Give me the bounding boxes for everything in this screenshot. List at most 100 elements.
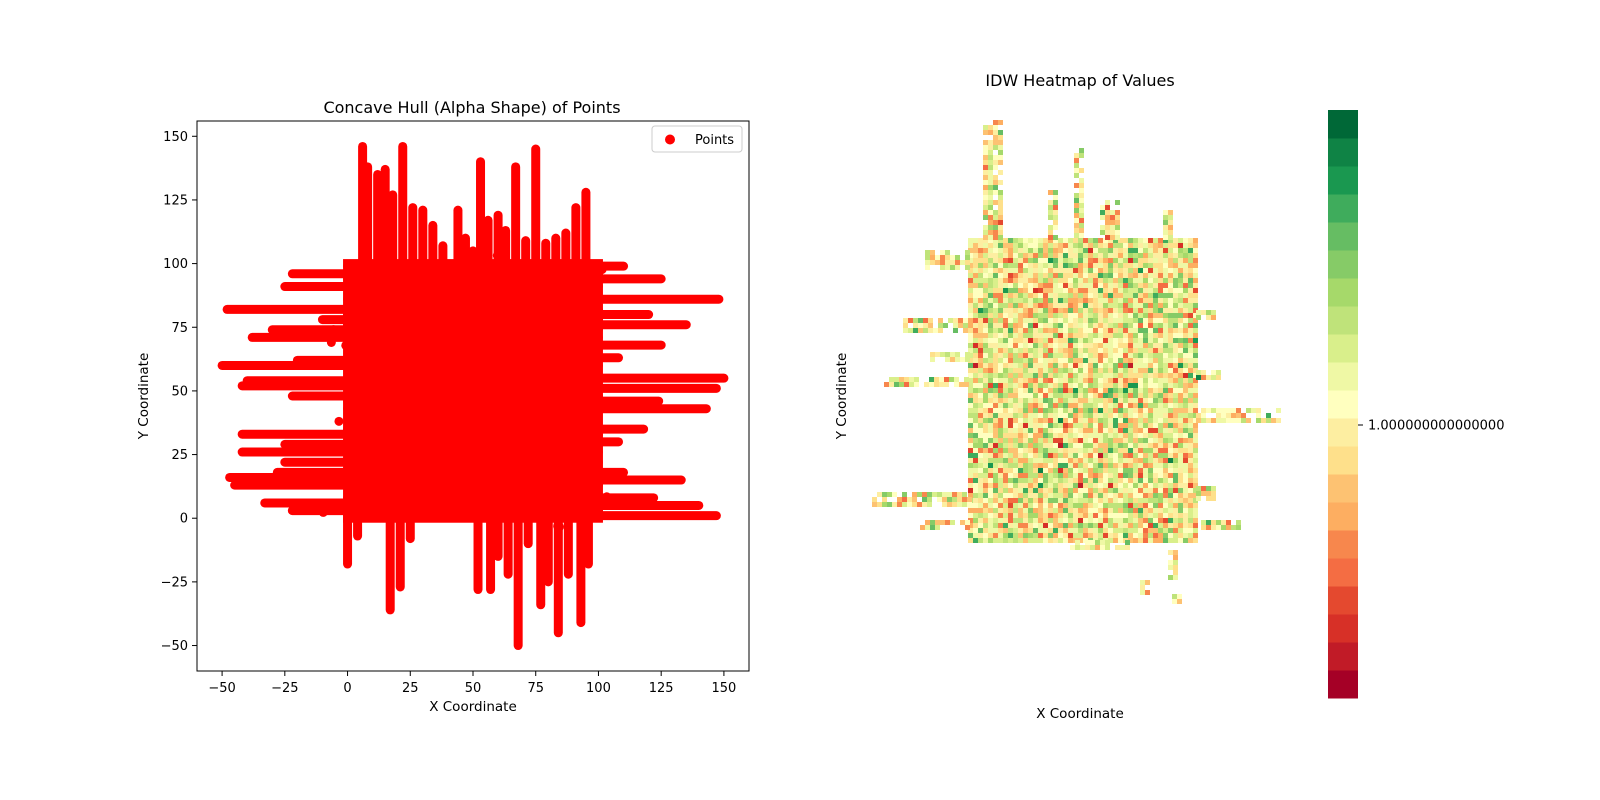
heatmap-cell bbox=[1188, 238, 1193, 243]
heatmap-cell bbox=[1043, 373, 1048, 378]
heatmap-cell bbox=[1276, 418, 1281, 423]
x-tick-label: 50 bbox=[465, 681, 482, 696]
heatmap-cell bbox=[1163, 273, 1168, 278]
heatmap-cell bbox=[1163, 318, 1168, 323]
heatmap-cell bbox=[1083, 523, 1088, 528]
heatmap-cell bbox=[1053, 288, 1058, 293]
heatmap-cell bbox=[1008, 473, 1013, 478]
heatmap-cell bbox=[1113, 443, 1118, 448]
scatter-point bbox=[371, 270, 381, 280]
heatmap-cell bbox=[1088, 288, 1093, 293]
heatmap-cell bbox=[1123, 463, 1128, 468]
heatmap-cell bbox=[983, 343, 988, 348]
heatmap-cell bbox=[1068, 533, 1073, 538]
heatmap-cell bbox=[1188, 393, 1193, 398]
scatter-point bbox=[443, 396, 453, 406]
heatmap-cell bbox=[1108, 453, 1113, 458]
heatmap-cell bbox=[1153, 343, 1158, 348]
heatmap-cell bbox=[1043, 508, 1048, 513]
heatmap-cell bbox=[1038, 343, 1043, 348]
heatmap-cell bbox=[1173, 398, 1178, 403]
heatmap-cell bbox=[1173, 318, 1178, 323]
heatmap-cell bbox=[983, 323, 988, 328]
heatmap-cell bbox=[998, 358, 1003, 363]
heatmap-cell bbox=[1133, 258, 1138, 263]
heatmap-cell bbox=[1188, 308, 1193, 313]
colorbar bbox=[1328, 110, 1358, 699]
heatmap-cell bbox=[1088, 358, 1093, 363]
heatmap-cell bbox=[1058, 268, 1063, 273]
heatmap-cell bbox=[1043, 333, 1048, 338]
heatmap-cell bbox=[993, 253, 998, 258]
heatmap-cell bbox=[1043, 518, 1048, 523]
heatmap-cell bbox=[1163, 483, 1168, 488]
heatmap-cell bbox=[930, 520, 935, 525]
heatmap-cell bbox=[1143, 408, 1148, 413]
heatmap-cell bbox=[1123, 338, 1128, 343]
heatmap-cell bbox=[1058, 238, 1063, 243]
heatmap-cell bbox=[1193, 423, 1198, 428]
heatmap-cell bbox=[993, 145, 998, 150]
heatmap-cell bbox=[998, 190, 1003, 195]
heatmap-cell bbox=[1093, 398, 1098, 403]
heatmap-cell bbox=[993, 463, 998, 468]
heatmap-cell bbox=[1133, 493, 1138, 498]
heatmap-cell bbox=[993, 453, 998, 458]
heatmap-cell bbox=[1103, 533, 1108, 538]
heatmap-cell bbox=[960, 260, 965, 265]
heatmap-cell bbox=[1008, 238, 1013, 243]
scatter-point bbox=[358, 382, 368, 392]
heatmap-cell bbox=[983, 185, 988, 190]
heatmap-cell bbox=[1038, 463, 1043, 468]
heatmap-cell bbox=[1188, 538, 1193, 543]
heatmap-cell bbox=[1013, 263, 1018, 268]
heatmap-cell bbox=[1178, 408, 1183, 413]
heatmap-cell bbox=[1108, 313, 1113, 318]
heatmap-cell bbox=[1193, 353, 1198, 358]
heatmap-cell bbox=[1058, 323, 1063, 328]
heatmap-cell bbox=[1183, 293, 1188, 298]
heatmap-cell bbox=[1153, 533, 1158, 538]
heatmap-cell bbox=[1028, 423, 1033, 428]
heatmap-cell bbox=[1028, 253, 1033, 258]
heatmap-cell bbox=[1053, 503, 1058, 508]
heatmap-cell bbox=[1188, 458, 1193, 463]
heatmap-cell bbox=[1163, 328, 1168, 333]
heatmap-cell bbox=[1138, 453, 1143, 458]
heatmap-cell bbox=[1168, 225, 1173, 230]
heatmap-cell bbox=[1048, 328, 1053, 333]
heatmap-cell bbox=[1103, 238, 1108, 243]
heatmap-cell bbox=[1068, 313, 1073, 318]
heatmap-cell bbox=[973, 313, 978, 318]
heatmap-cell bbox=[1013, 453, 1018, 458]
heatmap-cell bbox=[1073, 493, 1078, 498]
heatmap-cell bbox=[1043, 463, 1048, 468]
heatmap-cell bbox=[1188, 268, 1193, 273]
heatmap-cell bbox=[1221, 525, 1226, 530]
heatmap-cell bbox=[1048, 333, 1053, 338]
y-tick-label: 100 bbox=[163, 257, 188, 272]
heatmap-cell bbox=[1023, 323, 1028, 328]
heatmap-cell bbox=[1168, 353, 1173, 358]
heatmap-cell bbox=[1093, 518, 1098, 523]
heatmap-cell bbox=[998, 493, 1003, 498]
heatmap-cell bbox=[1158, 243, 1163, 248]
heatmap-cell bbox=[1188, 348, 1193, 353]
heatmap-cell bbox=[1053, 508, 1058, 513]
heatmap-cell bbox=[1093, 298, 1098, 303]
heatmap-cell bbox=[998, 463, 1003, 468]
heatmap-cell bbox=[1048, 523, 1053, 528]
heatmap-cell bbox=[998, 478, 1003, 483]
heatmap-cell bbox=[1053, 263, 1058, 268]
heatmap-cell bbox=[978, 273, 983, 278]
heatmap-cell bbox=[1133, 533, 1138, 538]
heatmap-cell bbox=[1073, 438, 1078, 443]
heatmap-cell bbox=[1028, 508, 1033, 513]
heatmap-cell bbox=[1043, 343, 1048, 348]
heatmap-cell bbox=[1178, 428, 1183, 433]
heatmap-cell bbox=[1033, 308, 1038, 313]
heatmap-cell bbox=[1188, 403, 1193, 408]
heatmap-cell bbox=[983, 418, 988, 423]
heatmap-cell bbox=[1078, 403, 1083, 408]
heatmap-cell bbox=[1023, 423, 1028, 428]
